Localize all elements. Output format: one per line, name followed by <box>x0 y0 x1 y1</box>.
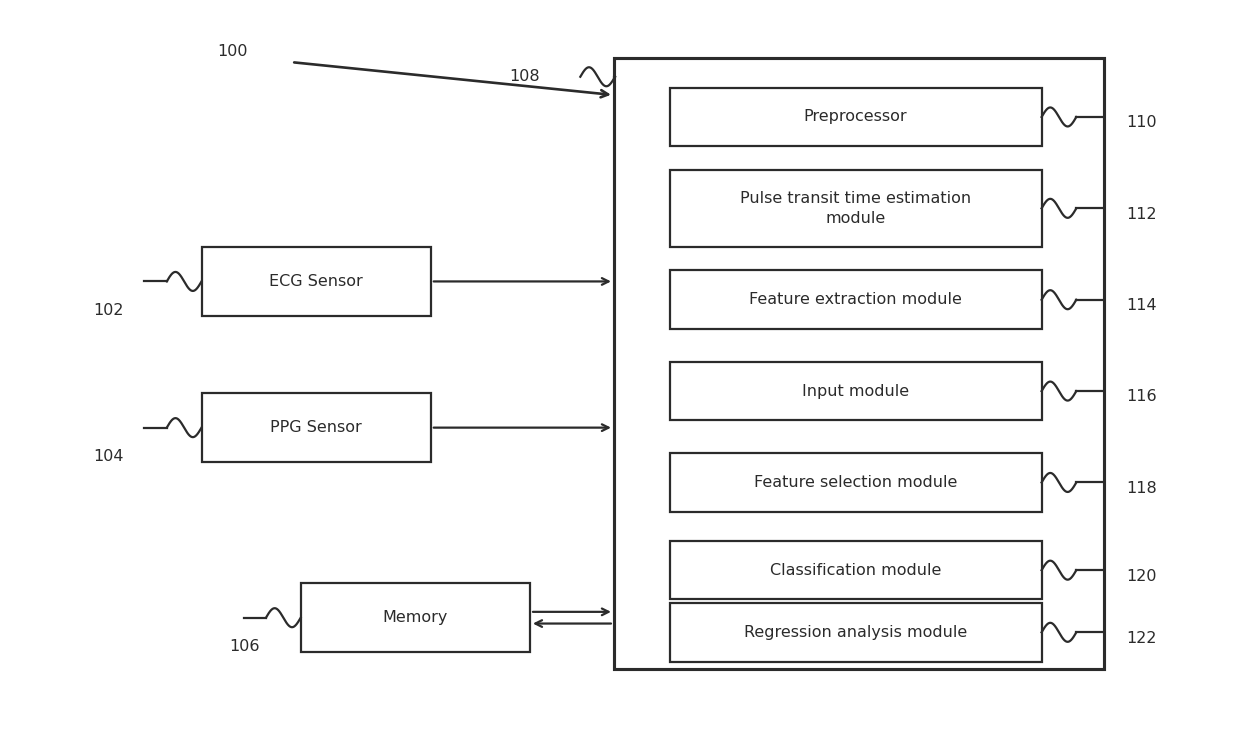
Bar <box>301 583 531 652</box>
Bar <box>670 541 1042 599</box>
Text: 122: 122 <box>1126 631 1157 645</box>
Text: Pulse transit time estimation
module: Pulse transit time estimation module <box>740 191 971 226</box>
Text: Regression analysis module: Regression analysis module <box>744 625 967 640</box>
Text: 114: 114 <box>1126 298 1157 313</box>
Text: Input module: Input module <box>802 384 909 398</box>
Text: 116: 116 <box>1126 390 1157 404</box>
Bar <box>201 393 432 463</box>
Text: PPG Sensor: PPG Sensor <box>270 420 362 435</box>
Bar <box>614 58 1104 669</box>
Text: Classification module: Classification module <box>770 563 941 577</box>
Text: 102: 102 <box>93 303 124 318</box>
Bar <box>670 88 1042 146</box>
Text: 118: 118 <box>1126 481 1157 496</box>
Text: 110: 110 <box>1126 115 1157 130</box>
Text: Memory: Memory <box>383 610 448 625</box>
Text: ECG Sensor: ECG Sensor <box>269 274 363 289</box>
Text: Feature extraction module: Feature extraction module <box>749 292 962 307</box>
Text: 108: 108 <box>508 69 539 84</box>
Text: 104: 104 <box>93 450 124 464</box>
Bar <box>670 362 1042 420</box>
Text: 120: 120 <box>1126 569 1157 583</box>
Text: 100: 100 <box>217 44 248 58</box>
Bar <box>670 453 1042 512</box>
Bar <box>670 603 1042 662</box>
Bar <box>670 270 1042 329</box>
Text: Feature selection module: Feature selection module <box>754 475 957 490</box>
Bar <box>670 170 1042 247</box>
Text: 106: 106 <box>229 640 260 654</box>
Text: Preprocessor: Preprocessor <box>804 110 908 124</box>
Text: 112: 112 <box>1126 207 1157 221</box>
Bar <box>201 247 432 316</box>
